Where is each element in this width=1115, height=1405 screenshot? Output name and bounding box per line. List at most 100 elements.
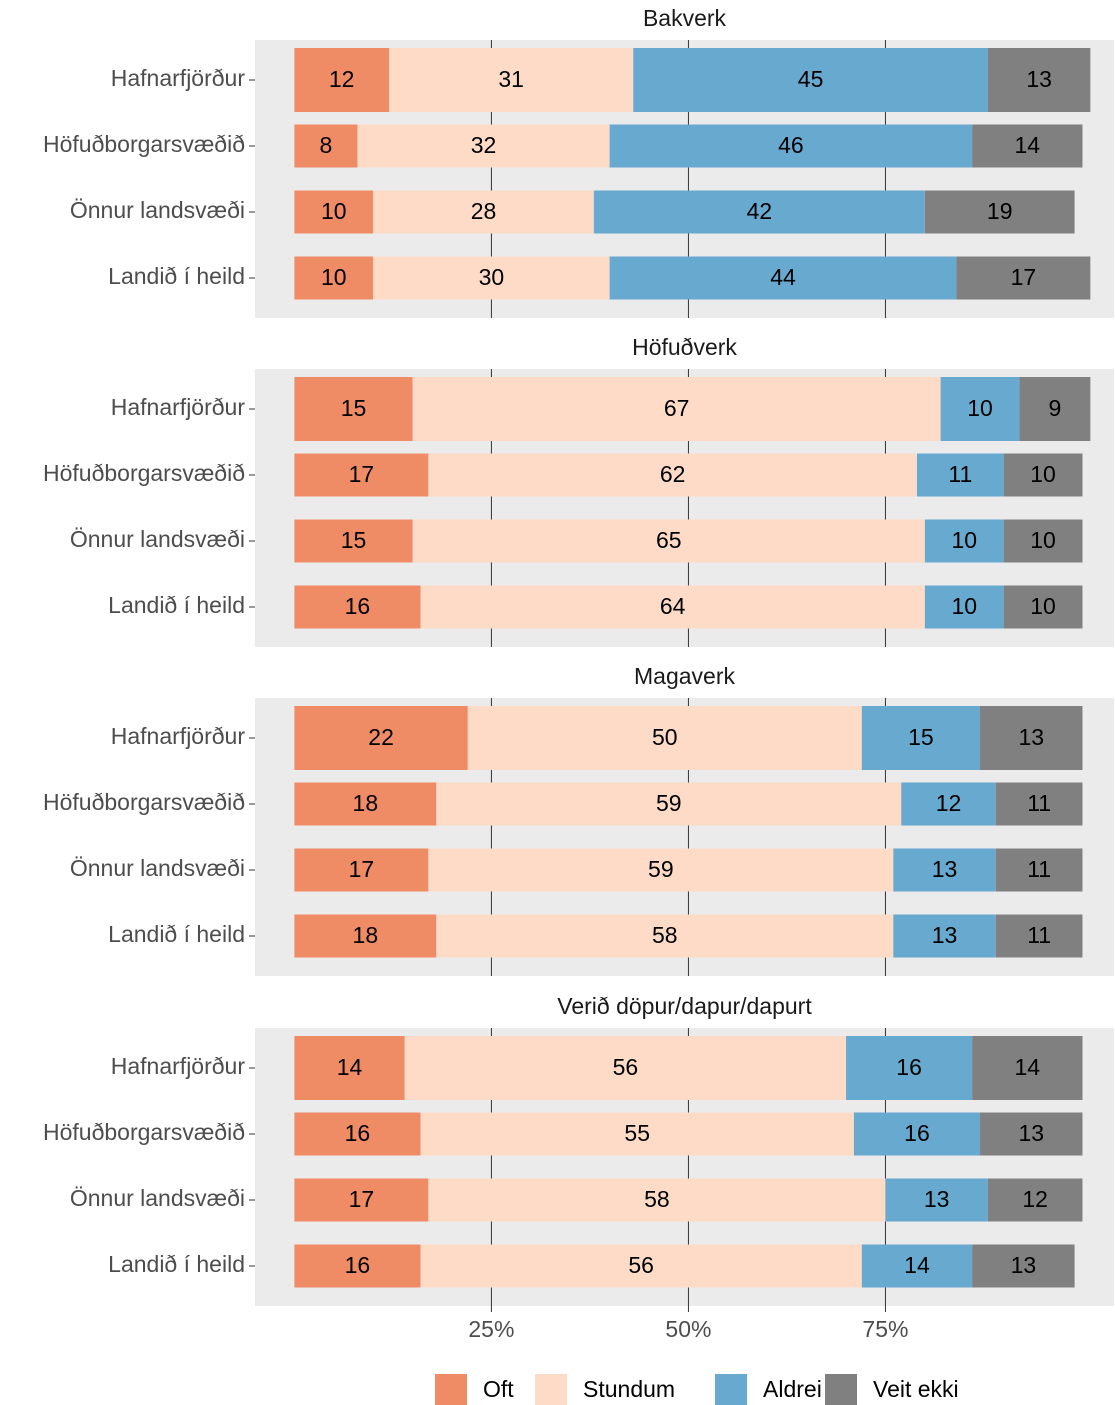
- y-tick-label: Landið í heild: [108, 1251, 245, 1277]
- bar-segment: [294, 706, 468, 770]
- bar-segment: [633, 48, 988, 112]
- data-label: 10: [951, 593, 977, 619]
- x-tick-label: 50%: [665, 1316, 711, 1342]
- data-label: 31: [498, 66, 524, 92]
- bar-segment: [995, 848, 1083, 892]
- bar-segment: [1003, 519, 1083, 563]
- bar-segment: [294, 256, 374, 300]
- bar-segment: [980, 706, 1083, 770]
- data-label: 58: [644, 1186, 670, 1212]
- data-label: 13: [932, 922, 958, 948]
- data-label: 16: [345, 1252, 371, 1278]
- y-tick-label: Hafnarfjörður: [111, 723, 246, 749]
- y-tick-label: Landið í heild: [108, 592, 245, 618]
- y-tick-label: Höfuðborgarsvæðið: [43, 1119, 245, 1145]
- data-label: 10: [1030, 527, 1056, 553]
- bar-segment: [893, 848, 996, 892]
- bar-segment: [1003, 585, 1083, 629]
- bar-segment: [609, 124, 973, 168]
- legend-label: Veit ekki: [873, 1376, 959, 1402]
- bar-segment: [861, 1244, 973, 1288]
- data-label: 17: [349, 461, 375, 487]
- data-label: 11: [1027, 922, 1051, 948]
- bar-segment: [924, 519, 1004, 563]
- bar-segment: [404, 1036, 847, 1100]
- bar-segment: [467, 706, 862, 770]
- bar-segment: [357, 124, 610, 168]
- y-tick-label: Hafnarfjörður: [111, 1053, 246, 1079]
- bar-segment: [893, 914, 996, 958]
- y-tick-label: Önnur landsvæði: [70, 855, 245, 881]
- data-label: 14: [904, 1252, 930, 1278]
- y-tick-label: Landið í heild: [108, 921, 245, 947]
- y-tick-label: Önnur landsvæði: [70, 197, 245, 223]
- data-label: 59: [656, 790, 682, 816]
- bar-segment: [995, 914, 1083, 958]
- data-label: 46: [778, 132, 804, 158]
- data-label: 11: [948, 461, 972, 487]
- data-label: 13: [932, 856, 958, 882]
- y-tick-label: Hafnarfjörður: [111, 394, 246, 420]
- data-label: 65: [656, 527, 682, 553]
- bar-segment: [924, 190, 1075, 234]
- data-label: 64: [660, 593, 686, 619]
- data-label: 42: [747, 198, 773, 224]
- data-label: 11: [1027, 790, 1051, 816]
- bar-segment: [593, 190, 925, 234]
- bar-segment: [428, 1178, 886, 1222]
- data-label: 9: [1048, 395, 1061, 421]
- legend-swatch: [825, 1374, 857, 1405]
- bar-segment: [420, 1244, 862, 1288]
- legend-swatch: [715, 1374, 747, 1405]
- bar-segment: [901, 782, 996, 826]
- bar-segment: [916, 453, 1004, 497]
- bar-segment: [995, 782, 1083, 826]
- bar-segment: [428, 848, 894, 892]
- bar-segment: [294, 48, 389, 112]
- data-label: 17: [1011, 264, 1037, 290]
- data-label: 14: [1015, 1054, 1041, 1080]
- y-tick-label: Önnur landsvæði: [70, 1185, 245, 1211]
- bar-segment: [940, 377, 1020, 441]
- facet-title: Bakverk: [643, 5, 727, 31]
- data-label: 44: [770, 264, 796, 290]
- bar-segment: [412, 377, 941, 441]
- bar-segment: [294, 190, 374, 234]
- data-label: 15: [341, 395, 367, 421]
- data-label: 13: [1018, 1120, 1044, 1146]
- legend-swatch: [435, 1374, 467, 1405]
- bar-segment: [420, 585, 925, 629]
- y-tick-label: Höfuðborgarsvæðið: [43, 460, 245, 486]
- y-tick-label: Önnur landsvæði: [70, 526, 245, 552]
- data-label: 56: [628, 1252, 654, 1278]
- data-label: 16: [345, 1120, 371, 1146]
- data-label: 11: [1027, 856, 1051, 882]
- bar-segment: [373, 190, 594, 234]
- data-label: 10: [1030, 461, 1056, 487]
- data-label: 13: [1018, 724, 1044, 750]
- data-label: 32: [471, 132, 497, 158]
- bar-segment: [294, 1036, 405, 1100]
- legend-label: Aldrei: [763, 1376, 822, 1402]
- data-label: 8: [320, 132, 333, 158]
- data-label: 10: [321, 264, 347, 290]
- data-label: 17: [349, 1186, 375, 1212]
- bar-segment: [388, 48, 634, 112]
- bar-segment: [609, 256, 957, 300]
- legend-swatch: [535, 1374, 567, 1405]
- bar-segment: [294, 519, 413, 563]
- y-tick-label: Hafnarfjörður: [111, 65, 246, 91]
- bar-segment: [980, 1112, 1083, 1156]
- data-label: 16: [345, 593, 371, 619]
- data-label: 15: [341, 527, 367, 553]
- bar-segment: [972, 1036, 1083, 1100]
- data-label: 10: [951, 527, 977, 553]
- bar-segment: [420, 1112, 854, 1156]
- data-label: 12: [936, 790, 962, 816]
- facet-title: Magaverk: [634, 663, 735, 689]
- data-label: 58: [652, 922, 678, 948]
- bar-segment: [924, 585, 1004, 629]
- bar-segment: [373, 256, 610, 300]
- data-label: 59: [648, 856, 674, 882]
